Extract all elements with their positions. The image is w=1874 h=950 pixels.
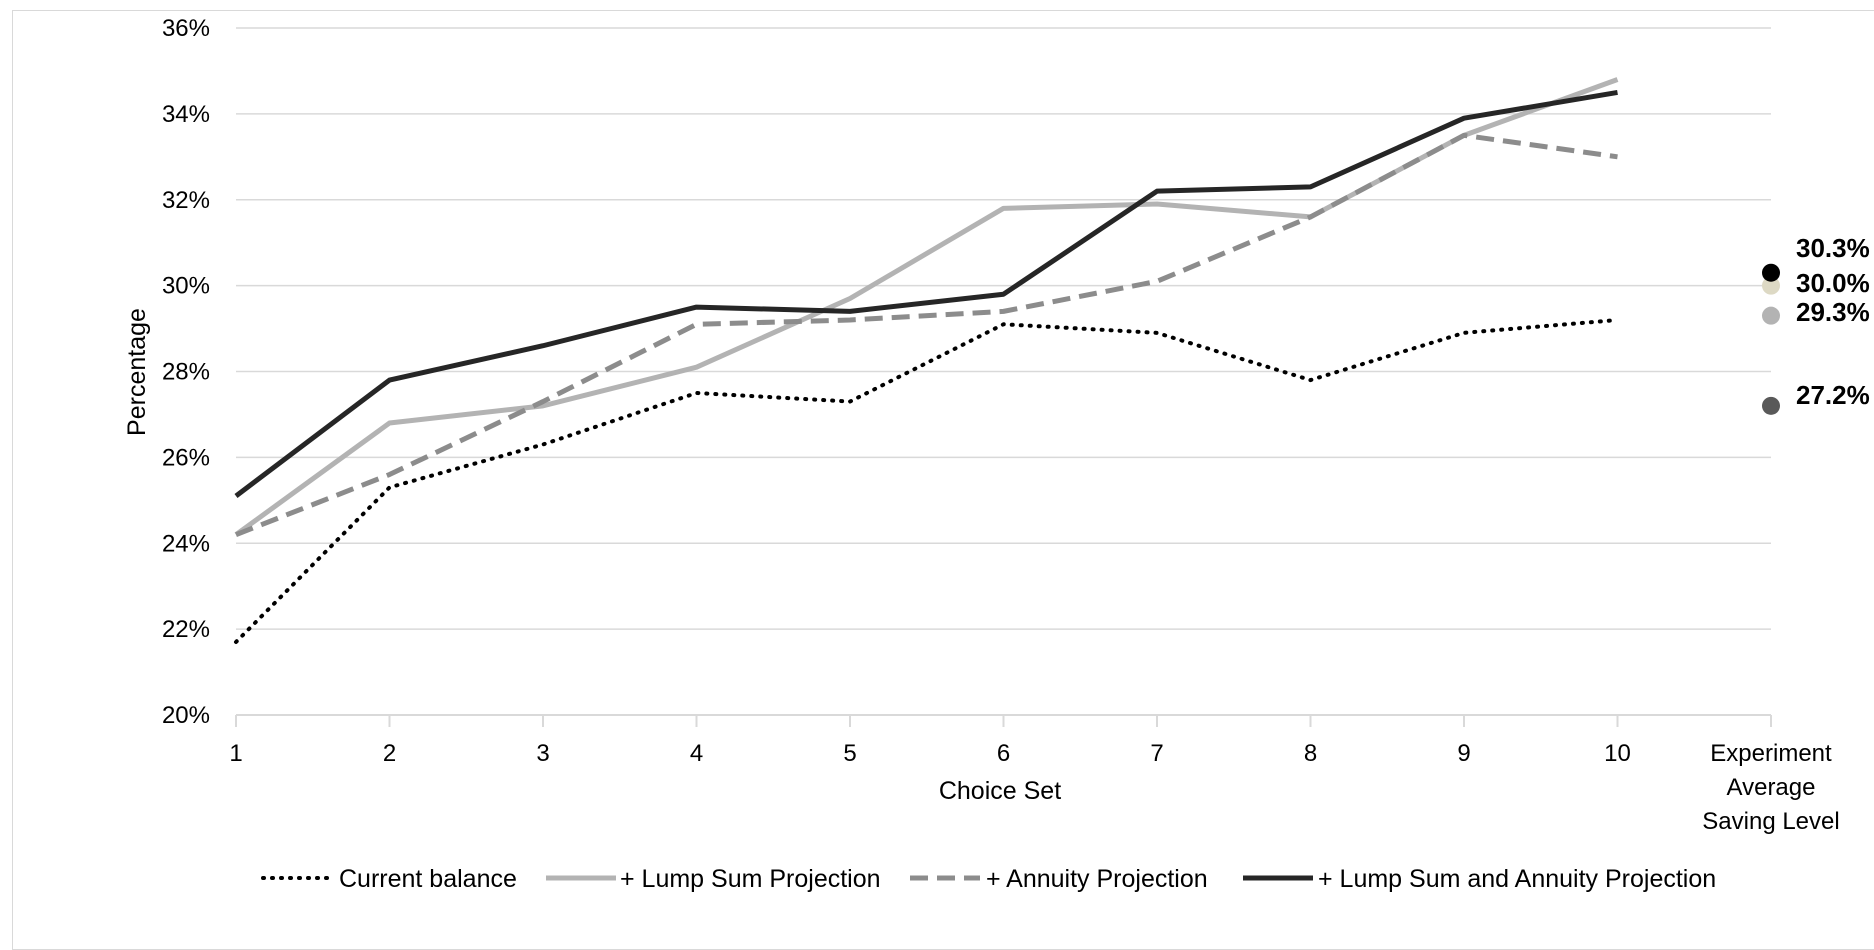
x-tick-label: 6 (997, 740, 1010, 767)
x-tick-label: 8 (1304, 740, 1317, 767)
average-value-label: 30.0% (1796, 268, 1870, 298)
chart-frame (12, 10, 1874, 950)
legend-item-annuity: + Annuity Projection (910, 865, 1208, 893)
series-line-2 (234, 77, 1619, 537)
x-axis-ticks: 1 2 3 4 5 6 7 8 9 10 (229, 740, 1631, 767)
series-lines (234, 77, 1620, 645)
average-markers: 27.2% 30.0%29.3% 30.3% (1762, 233, 1870, 415)
average-value-label: 30.3% (1796, 233, 1870, 263)
legend-item-lump-sum-and-annuity: + Lump Sum and Annuity Projection (1243, 865, 1716, 893)
legend-item-lump-sum: + Lump Sum Projection (546, 865, 881, 893)
series-line-1 (234, 317, 1620, 645)
average-marker (1762, 276, 1780, 295)
series-line-3 (235, 132, 1618, 537)
experiment-average-label-line-1: Experiment (1710, 740, 1832, 767)
y-tick-label: 24% (162, 530, 210, 557)
legend-item-current-balance: Current balance (261, 865, 517, 893)
y-tick-label: 20% (162, 702, 210, 729)
average-value-label: 27.2% (1796, 380, 1870, 410)
x-axis (235, 714, 1772, 727)
average-value-label: 29.3% (1796, 297, 1870, 327)
y-tick-label: 22% (162, 616, 210, 643)
x-tick-label: 1 (229, 740, 242, 767)
experiment-average-label-line-3: Saving Level (1702, 808, 1839, 835)
average-marker (1762, 396, 1780, 415)
legend-label-lump-sum: + Lump Sum Projection (620, 865, 881, 893)
x-tick-label: 3 (536, 740, 549, 767)
average-marker (1762, 263, 1780, 282)
experiment-average-label: Experiment Average Saving Level (1702, 740, 1839, 835)
legend-label-annuity: + Annuity Projection (986, 865, 1208, 893)
y-axis-ticks: 20% 22% 24% 26% 28% 30% 32% 34% 36% (162, 15, 210, 729)
y-axis-title: Percentage (123, 308, 151, 436)
x-tick-label: 7 (1150, 740, 1163, 767)
y-tick-label: 26% (162, 444, 210, 471)
average-marker (1762, 306, 1780, 325)
x-axis-title: Choice Set (939, 777, 1061, 805)
x-tick-label: 10 (1604, 740, 1631, 767)
x-tick-label: 9 (1457, 740, 1470, 767)
series-line-4 (234, 89, 1618, 499)
x-tick-label: 2 (383, 740, 396, 767)
experiment-average-label-line-2: Average (1727, 774, 1816, 801)
gridlines (236, 27, 1771, 716)
legend: Current balance + Lump Sum Projection + … (261, 865, 1716, 893)
y-tick-label: 32% (162, 187, 210, 214)
x-tick-label: 4 (690, 740, 703, 767)
legend-label-current-balance: Current balance (339, 865, 517, 893)
y-tick-label: 36% (162, 15, 210, 42)
legend-label-lump-sum-and-annuity: + Lump Sum and Annuity Projection (1318, 865, 1716, 893)
y-tick-label: 34% (162, 101, 210, 128)
y-tick-label: 30% (162, 273, 210, 300)
y-tick-label: 28% (162, 359, 210, 386)
x-tick-label: 5 (843, 740, 856, 767)
